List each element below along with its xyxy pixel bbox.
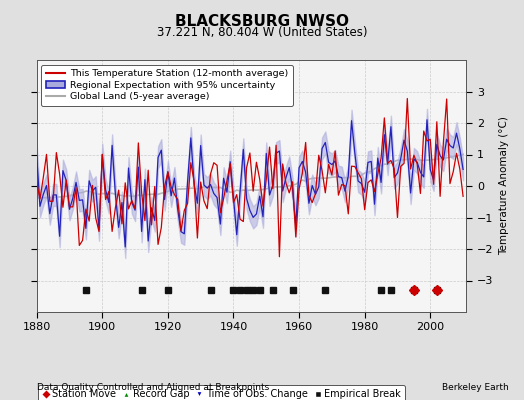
Text: Berkeley Earth: Berkeley Earth — [442, 383, 508, 392]
Text: BLACKSBURG NWSO: BLACKSBURG NWSO — [175, 14, 349, 29]
Text: 37.221 N, 80.404 W (United States): 37.221 N, 80.404 W (United States) — [157, 26, 367, 39]
Y-axis label: Temperature Anomaly (°C): Temperature Anomaly (°C) — [499, 116, 509, 256]
Legend: Station Move, Record Gap, Time of Obs. Change, Empirical Break: Station Move, Record Gap, Time of Obs. C… — [38, 385, 405, 400]
Text: Data Quality Controlled and Aligned at Breakpoints: Data Quality Controlled and Aligned at B… — [37, 383, 269, 392]
